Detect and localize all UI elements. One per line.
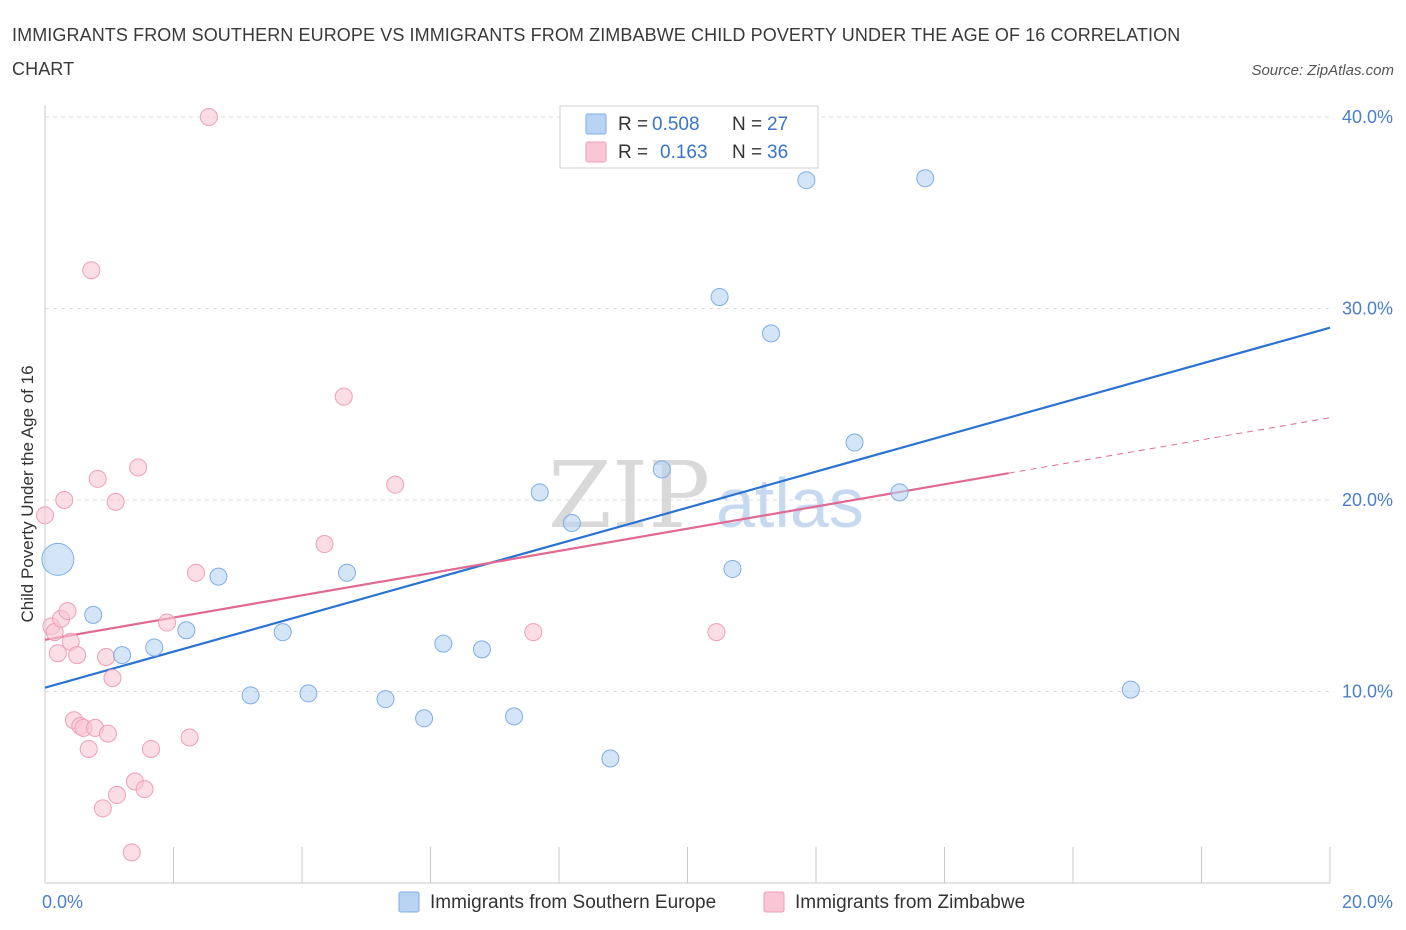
legend-n-label-1: N = [732, 114, 762, 135]
point-zimbabwe [129, 458, 148, 477]
y-axis-label: Child Poverty Under the Age of 16 [18, 365, 37, 622]
point-zimbabwe [334, 387, 353, 406]
point-southern-europe [723, 559, 742, 578]
point-southern-europe [209, 567, 228, 586]
point-southern-europe [145, 638, 164, 657]
trend-line-zimbabwe [44, 472, 1009, 641]
point-southern-europe [916, 169, 935, 188]
point-southern-europe [652, 460, 671, 479]
y-tick-label: 30.0% [1342, 299, 1393, 319]
point-southern-europe [177, 621, 196, 640]
point-southern-europe [472, 640, 491, 659]
point-southern-europe [601, 749, 620, 768]
point-zimbabwe [68, 646, 87, 665]
point-southern-europe [434, 634, 453, 653]
legend-n-label-2: N = [732, 142, 762, 163]
point-southern-europe [415, 709, 434, 728]
point-southern-europe [797, 171, 816, 190]
point-southern-europe [299, 684, 318, 703]
chart-title: IMMIGRANTS FROM SOUTHERN EUROPE VS IMMIG… [12, 25, 1181, 79]
watermark-zip: ZIP [548, 442, 710, 549]
point-zimbabwe [315, 535, 334, 554]
point-zimbabwe [79, 739, 98, 758]
point-zimbabwe [107, 785, 126, 804]
legend-r-label-1: R = [618, 114, 648, 135]
bottom-legend-swatch-blue [398, 891, 420, 913]
point-southern-europe [505, 707, 524, 726]
y-tick-label: 40.0% [1342, 107, 1393, 127]
point-southern-europe [890, 483, 909, 502]
point-zimbabwe [106, 492, 125, 511]
y-tick-label: 20.0% [1342, 490, 1393, 510]
point-zimbabwe [158, 613, 177, 632]
point-zimbabwe [142, 739, 161, 758]
point-southern-europe [337, 563, 356, 582]
bottom-legend-label-1: Immigrants from Southern Europe [430, 892, 716, 913]
point-zimbabwe [97, 648, 116, 667]
point-zimbabwe [199, 108, 218, 126]
legend-n-value-1: 27 [767, 114, 788, 135]
trend-lines [44, 326, 1331, 689]
legend-swatch-pink [585, 141, 607, 163]
x-tick-label-max: 20.0% [1342, 892, 1393, 912]
point-southern-europe [530, 483, 549, 502]
legend-r-label-2: R = [618, 142, 648, 163]
y-tick-label: 10.0% [1342, 682, 1393, 702]
point-zimbabwe [93, 799, 112, 818]
point-zimbabwe [88, 469, 107, 488]
source-note: Source: ZipAtlas.com [1251, 62, 1394, 79]
point-southern-europe [710, 288, 729, 307]
point-zimbabwe [36, 506, 54, 525]
point-zimbabwe [707, 623, 726, 642]
point-southern-europe [562, 513, 581, 532]
point-zimbabwe [58, 602, 77, 621]
trend-extension-zimbabwe [1008, 417, 1331, 474]
legend-n-value-2: 36 [767, 142, 788, 163]
legend-r-value-2: 0.163 [660, 142, 708, 163]
bottom-legend: Immigrants from Southern Europe Immigran… [398, 891, 1025, 913]
point-zimbabwe [48, 644, 67, 663]
legend-r-value-1: 0.508 [652, 114, 700, 135]
point-zimbabwe [180, 728, 199, 747]
legend-swatch-blue [585, 113, 607, 135]
point-southern-europe [762, 324, 781, 343]
point-southern-europe [376, 690, 395, 709]
point-southern-europe [113, 646, 132, 665]
point-zimbabwe [386, 475, 405, 494]
point-zimbabwe [135, 780, 154, 799]
x-axis-ticks [44, 847, 1331, 883]
y-tick-labels: 10.0% 20.0% 30.0% 40.0% [1342, 107, 1393, 702]
top-legend: R = 0.508 N = 27 R = 0.163 N = 36 [559, 105, 819, 169]
point-zimbabwe [122, 843, 141, 862]
point-zimbabwe [82, 261, 101, 280]
bottom-legend-swatch-pink [763, 891, 785, 913]
point-zimbabwe [103, 669, 122, 688]
point-southern-europe [273, 623, 292, 642]
point-southern-europe [241, 686, 260, 705]
point-zimbabwe [524, 623, 543, 642]
data-points [36, 108, 1140, 862]
bottom-legend-label-2: Immigrants from Zimbabwe [795, 892, 1025, 913]
point-southern-europe [845, 433, 864, 452]
point-southern-europe [41, 542, 75, 576]
point-southern-europe [84, 605, 103, 624]
point-zimbabwe [186, 563, 205, 582]
point-zimbabwe [98, 724, 117, 743]
point-southern-europe [1121, 680, 1140, 699]
grid-lines [45, 116, 1330, 692]
x-tick-label-min: 0.0% [42, 892, 83, 912]
point-zimbabwe [55, 491, 74, 509]
trend-line-southern-europe [44, 326, 1331, 689]
